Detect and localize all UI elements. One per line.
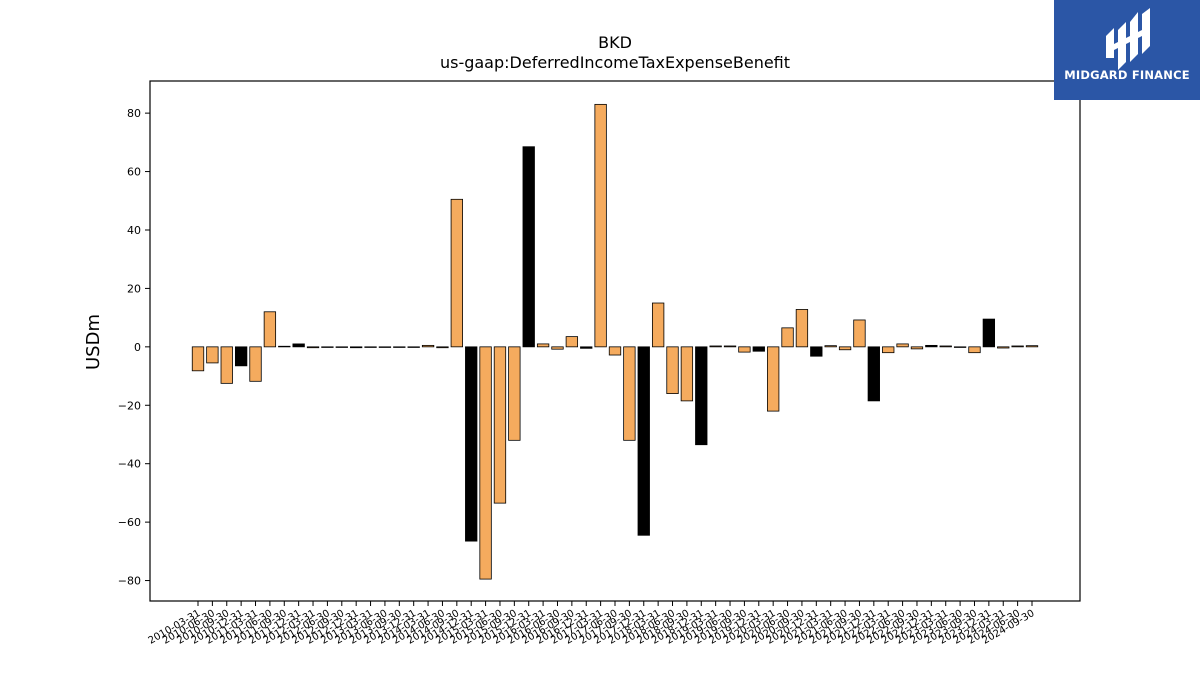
bar-2023-09-30 (968, 346, 981, 354)
bar-2021-03-31 (824, 345, 837, 348)
y-tick-label: −60 (118, 516, 141, 529)
bar-2012-09-30 (335, 346, 348, 348)
bar-2011-12-31 (292, 343, 305, 348)
bar-2014-09-30 (450, 198, 463, 348)
bar-2014-06-30 (436, 346, 449, 349)
y-tick-label: 40 (127, 224, 141, 237)
bar-2022-03-31 (882, 346, 895, 354)
bar-2018-03-31 (651, 302, 665, 348)
chart-subtitle: us-gaap:DeferredIncomeTaxExpenseBenefit (440, 53, 790, 72)
bar-2012-03-31 (306, 346, 320, 349)
bar-2015-06-30 (493, 346, 507, 504)
bar-2014-12-31 (465, 346, 478, 542)
bar-2022-09-30 (910, 346, 924, 350)
logo: MIDGARD FINANCE (1054, 0, 1200, 100)
y-tick-label: 80 (127, 107, 141, 120)
y-tick-label: −80 (118, 575, 141, 588)
y-tick-label: 0 (134, 341, 141, 354)
chart-title: BKD (598, 33, 632, 52)
bar-2023-12-31 (982, 318, 996, 348)
bar-2012-12-31 (350, 346, 363, 349)
bar-2013-03-31 (364, 346, 377, 348)
bar-2021-12-31 (867, 346, 880, 402)
bar-2017-06-30 (608, 346, 622, 356)
bar-2010-12-31 (234, 346, 248, 367)
bar-2023-06-30 (953, 346, 967, 348)
bar-2015-03-31 (479, 346, 492, 580)
bars (191, 103, 1039, 580)
bar-2019-03-31 (709, 345, 722, 348)
bar-2010-09-30 (220, 346, 233, 384)
bar-2010-03-31 (191, 346, 205, 372)
bar-2016-03-31 (536, 343, 550, 348)
bar-2020-12-31 (810, 346, 823, 357)
x-axis: 2010-03-312010-06-302010-09-302010-12-31… (147, 601, 1037, 647)
bar-2019-09-30 (738, 346, 751, 353)
bar-2011-09-30 (278, 345, 291, 348)
bar-2017-09-30 (623, 346, 636, 441)
bar-2017-12-31 (637, 346, 650, 536)
bar-2015-12-31 (522, 146, 535, 348)
bar-2011-06-30 (263, 311, 277, 348)
bar-2020-09-30 (795, 309, 809, 348)
bar-2010-06-30 (206, 346, 219, 364)
bar-2013-12-31 (407, 346, 420, 348)
bar-2017-03-31 (594, 103, 607, 348)
bar-2016-06-30 (551, 346, 564, 350)
bar-2024-09-30 (1025, 345, 1039, 348)
bar-2022-12-31 (925, 344, 938, 348)
plot-frame (149, 80, 1081, 602)
bar-2016-09-30 (565, 336, 579, 348)
y-tick-label: 20 (127, 282, 141, 295)
y-axis-label: USDm (83, 314, 104, 370)
bar-2018-12-31 (695, 346, 708, 446)
bar-2013-06-30 (378, 346, 392, 348)
bar-2013-09-30 (393, 346, 406, 348)
bar-2016-12-31 (580, 346, 593, 349)
bar-2019-12-31 (752, 346, 765, 352)
bar-2015-09-30 (508, 346, 521, 441)
bar-2018-06-30 (666, 346, 679, 394)
logo-text: MIDGARD FINANCE (1064, 68, 1190, 82)
bar-2020-06-30 (781, 327, 794, 348)
bar-2024-03-31 (997, 346, 1010, 349)
bar-2024-06-30 (1011, 345, 1024, 348)
y-axis: −80 −60 −40 −20 0 20 40 60 80 (118, 107, 150, 588)
bar-2020-03-31 (767, 346, 780, 412)
bar-2012-06-30 (321, 346, 334, 348)
y-tick-label: 60 (127, 166, 141, 179)
bar-2023-03-31 (939, 345, 952, 348)
midgard-logo-icon (1106, 8, 1150, 70)
bar-2021-09-30 (853, 319, 866, 348)
bar-2021-06-30 (838, 346, 852, 351)
bar-2011-03-31 (249, 346, 262, 382)
y-tick-label: −40 (118, 458, 141, 471)
bar-2022-06-30 (896, 343, 909, 348)
bar-2019-06-30 (723, 345, 737, 348)
bar-2018-09-30 (680, 346, 694, 402)
bar-2014-03-31 (421, 344, 435, 348)
y-tick-label: −20 (118, 399, 141, 412)
